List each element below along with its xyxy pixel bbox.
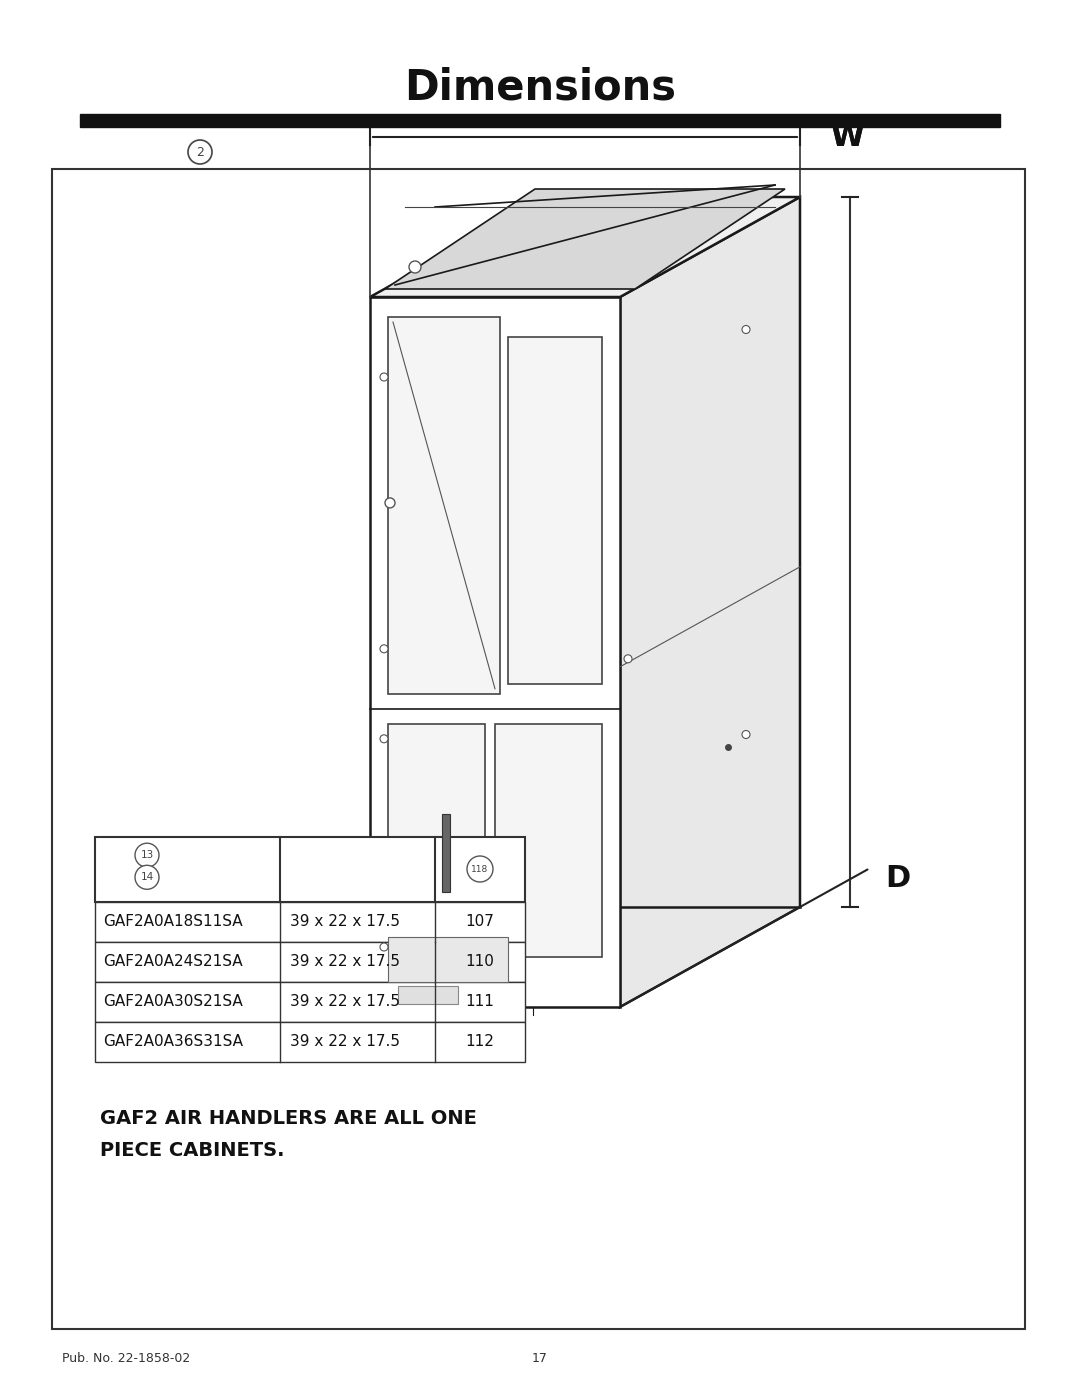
Circle shape [742, 326, 750, 334]
Polygon shape [370, 298, 620, 1007]
Text: W: W [831, 123, 864, 151]
Text: PIECE CABINETS.: PIECE CABINETS. [100, 1141, 284, 1161]
Bar [95, 1023, 525, 1062]
Text: 13: 13 [140, 851, 153, 861]
Bar [95, 942, 525, 982]
Text: GAF2A0A18S11SA: GAF2A0A18S11SA [103, 915, 243, 929]
Circle shape [384, 497, 395, 509]
Text: 110: 110 [465, 954, 495, 970]
Circle shape [467, 856, 492, 882]
Bar [495, 724, 602, 957]
Circle shape [380, 645, 388, 652]
Text: Pub. No. 22-1858-02: Pub. No. 22-1858-02 [62, 1352, 190, 1365]
Text: 17: 17 [532, 1352, 548, 1365]
Text: 39 x 22 x 17.5: 39 x 22 x 17.5 [291, 1035, 400, 1049]
Polygon shape [384, 189, 785, 289]
Text: GAF2A0A24S21SA: GAF2A0A24S21SA [103, 954, 243, 970]
Text: 2: 2 [197, 145, 204, 158]
Bar [80, 115, 1000, 127]
Text: 39 x 22 x 17.5: 39 x 22 x 17.5 [291, 995, 400, 1010]
Bar [388, 724, 485, 982]
Circle shape [409, 261, 421, 272]
Bar [388, 937, 508, 982]
Text: GAF2A0A30S21SA: GAF2A0A30S21SA [103, 995, 243, 1010]
Circle shape [742, 731, 750, 739]
Circle shape [624, 655, 632, 662]
Circle shape [135, 844, 159, 868]
Text: 111: 111 [465, 995, 495, 1010]
Text: Dimensions: Dimensions [404, 66, 676, 108]
Text: W: W [831, 123, 864, 151]
Text: 39 x 22 x 17.5: 39 x 22 x 17.5 [291, 915, 400, 929]
Bar [95, 902, 525, 942]
Polygon shape [620, 197, 800, 1007]
Bar [52, 169, 1025, 1329]
Text: 118: 118 [471, 865, 488, 873]
Circle shape [380, 373, 388, 381]
Circle shape [380, 735, 388, 743]
Bar [442, 814, 450, 891]
Circle shape [188, 140, 212, 163]
Bar [399, 986, 458, 1004]
Text: 112: 112 [465, 1035, 495, 1049]
Circle shape [380, 943, 388, 951]
Bar [95, 837, 525, 902]
Polygon shape [370, 197, 800, 298]
Bar [388, 317, 500, 694]
Bar [508, 337, 602, 683]
Text: GAF2A0A36S31SA: GAF2A0A36S31SA [103, 1035, 243, 1049]
Circle shape [135, 865, 159, 890]
Text: 39 x 22 x 17.5: 39 x 22 x 17.5 [291, 954, 400, 970]
Text: 107: 107 [465, 915, 495, 929]
Bar [95, 982, 525, 1023]
Text: D: D [885, 863, 910, 893]
Text: GAF2 AIR HANDLERS ARE ALL ONE: GAF2 AIR HANDLERS ARE ALL ONE [100, 1109, 477, 1129]
Text: 14: 14 [140, 872, 153, 883]
